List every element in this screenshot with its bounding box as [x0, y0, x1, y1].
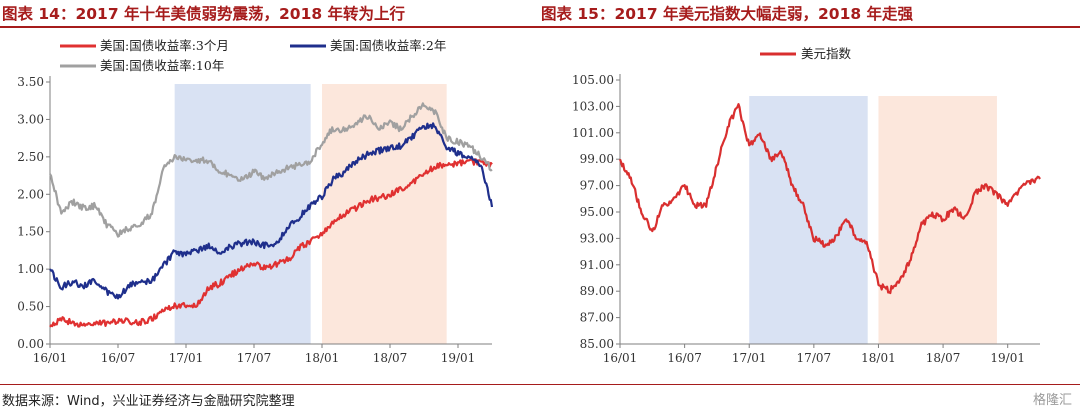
x-tick-label: 17/07: [797, 351, 832, 365]
y-tick-label: 89.00: [580, 284, 614, 298]
header-bar: 图表 14：2017 年十年美债弱势震荡，2018 年转为上行 图表 15：20…: [0, 0, 1080, 28]
y-tick-label: 2.50: [17, 150, 44, 164]
legend-label: 美国:国债收益率:3个月: [100, 38, 229, 53]
footer-bar: 数据来源：Wind，兴业证券经济与金融研究院整理 格隆汇: [0, 384, 1080, 411]
y-tick-label: 101.00: [572, 126, 614, 140]
source-note: 数据来源：Wind，兴业证券经济与金融研究院整理: [2, 394, 295, 409]
series-line: [49, 122, 494, 300]
x-tick-label: 18/07: [926, 351, 961, 365]
y-tick-label: 85.00: [580, 337, 614, 351]
x-tick-label: 17/07: [237, 351, 272, 365]
dollar-index-chart: 85.00 87.00 89.00 91.00 93.00 95.00 97.00 99.00…: [572, 46, 1041, 365]
y-tick-label: 99.00: [580, 152, 614, 166]
y-tick-label: 105.00: [572, 73, 614, 87]
x-tick-label: 16/07: [101, 351, 136, 365]
y-tick-label: 95.00: [580, 205, 614, 219]
shaded-period: [174, 84, 311, 344]
y-tick-label: 91.00: [580, 258, 614, 272]
y-tick-label: 0.50: [17, 300, 44, 314]
x-tick-label: 18/01: [861, 351, 896, 365]
series-line: [49, 102, 493, 238]
y-tick-label: 97.00: [580, 179, 614, 193]
x-tick-label: 17/01: [732, 351, 767, 365]
y-tick-label: 103.00: [572, 99, 614, 113]
legend-label: 美元指数: [801, 46, 852, 61]
x-tick-label: 16/01: [33, 351, 68, 365]
y-tick-label: 1.50: [17, 225, 44, 239]
y-tick-label: 3.50: [17, 75, 44, 89]
x-tick-label: 18/07: [373, 351, 408, 365]
y-tick-label: 0.00: [17, 337, 44, 351]
legend-label: 美国:国债收益率:2年: [330, 38, 446, 53]
treasury-yields-chart: 0.00 0.50 1.00 1.50 2.00 2.50 3.00 3.50 16/01 16/…: [17, 38, 494, 365]
shaded-period: [749, 96, 868, 344]
y-tick-label: 2.00: [17, 187, 44, 201]
x-tick-label: 18/01: [305, 351, 340, 365]
y-tick-label: 93.00: [580, 231, 614, 245]
left-chart-title: 图表 14：2017 年十年美债弱势震荡，2018 年转为上行: [2, 5, 406, 23]
series-line: [618, 103, 1041, 295]
watermark-logo: 格隆汇: [1032, 393, 1072, 408]
x-tick-label: 19/01: [441, 351, 476, 365]
x-tick-label: 16/01: [603, 351, 638, 365]
x-tick-label: 16/07: [667, 351, 702, 365]
series-line: [49, 158, 493, 328]
x-tick-label: 17/01: [169, 351, 204, 365]
y-tick-label: 1.00: [17, 262, 44, 276]
shaded-period: [878, 96, 997, 344]
legend-label: 美国:国债收益率:10年: [100, 58, 224, 73]
right-chart-title: 图表 15：2017 年美元指数大幅走弱，2018 年走强: [541, 5, 914, 23]
y-tick-label: 87.00: [580, 311, 614, 325]
y-tick-label: 3.00: [17, 112, 44, 126]
x-tick-label: 19/01: [990, 351, 1025, 365]
